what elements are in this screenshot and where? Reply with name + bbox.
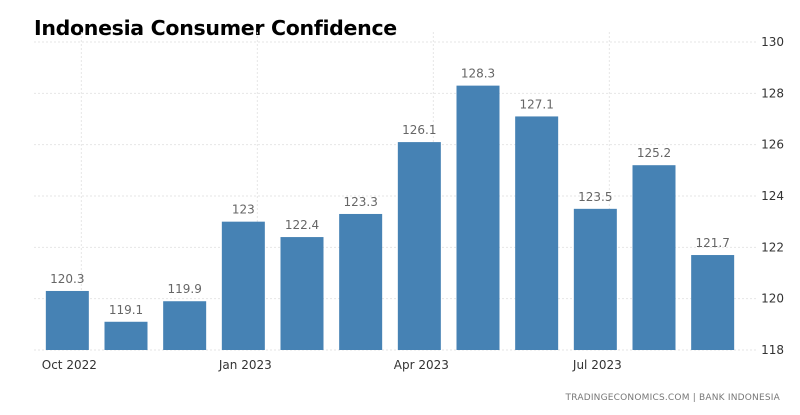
bar [691,255,735,350]
data-label: 123 [232,203,255,217]
bar [339,213,383,350]
data-label: 121.7 [695,236,729,250]
x-tick-label: Jul 2023 [572,358,622,372]
data-label: 128.3 [461,67,495,81]
data-label: 119.1 [109,303,143,317]
y-tick-label: 126 [761,138,784,152]
data-label: 123.5 [578,190,612,204]
y-tick-label: 128 [761,86,784,100]
bar [632,165,676,350]
data-label: 122.4 [285,218,319,232]
y-tick-label: 120 [761,292,784,306]
bar [45,290,89,350]
data-labels-layer: 120.3 119.1 119.9 123 122.4 123.3 126.1 128.3 12… [50,67,730,317]
data-label: 123.3 [343,195,377,209]
y-tick-label: 122 [761,240,784,254]
data-label: 127.1 [519,97,553,111]
bar [280,237,324,350]
x-tick-label: Oct 2022 [42,358,97,372]
x-tick-label: Apr 2023 [394,358,449,372]
bar [163,301,207,350]
data-label: 119.9 [167,282,201,296]
y-tick-label: 130 [761,35,784,49]
x-tick-label: Jan 2023 [218,358,272,372]
bars-layer [45,85,735,350]
bar [221,221,265,350]
y-tick-label: 118 [761,343,784,357]
y-tick-label: 124 [761,189,784,203]
data-label: 126.1 [402,123,436,137]
bar [515,116,559,350]
bar [456,85,500,350]
bar [104,321,148,350]
y-axis: 118 120 122 124 126 128 130 [761,35,784,357]
data-label: 125.2 [637,146,671,160]
source-label: TRADINGECONOMICS.COM | BANK INDONESIA [565,393,780,403]
x-axis: Oct 2022 Jan 2023 Apr 2023 Jul 2023 [42,358,622,372]
chart-title: Indonesia Consumer Confidence [34,16,397,40]
data-label: 120.3 [50,272,84,286]
bar [397,142,441,350]
bar [573,208,617,350]
